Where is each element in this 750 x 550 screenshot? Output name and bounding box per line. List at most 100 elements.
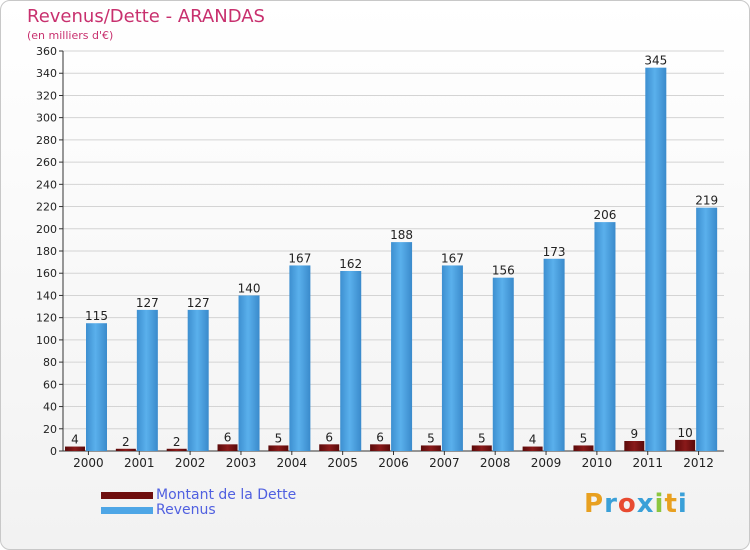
data-label-debt: 9 (630, 427, 638, 441)
bar-revenue (543, 258, 565, 451)
bar-revenue (187, 309, 209, 451)
y-tick-label: 160 (36, 267, 57, 280)
bar-debt (65, 446, 85, 451)
y-tick-label: 300 (36, 112, 57, 125)
data-label-revenue: 156 (492, 264, 515, 278)
y-tick-label: 60 (43, 378, 57, 391)
logo-letter: t (664, 489, 678, 519)
data-label-debt: 4 (71, 433, 79, 447)
bar-debt (675, 439, 696, 451)
data-label-revenue: 127 (187, 296, 210, 310)
data-label-debt: 5 (427, 431, 435, 445)
chart-title: Revenus/Dette - ARANDAS (27, 6, 265, 27)
legend-label-debt: Montant de la Dette (156, 487, 297, 503)
y-tick-label: 340 (36, 67, 57, 80)
data-label-debt: 5 (275, 431, 283, 445)
x-tick-label: 2007 (429, 456, 460, 470)
data-label-revenue: 345 (644, 54, 667, 68)
y-tick-label: 200 (36, 223, 57, 236)
data-label-debt: 6 (376, 430, 384, 444)
bar-debt (573, 445, 594, 451)
chart-legend: Montant de la Dette Revenus (101, 488, 296, 518)
logo-letter: P (584, 489, 605, 519)
data-label-revenue: 167 (288, 251, 311, 265)
logo-letter: i (654, 489, 665, 519)
data-label-debt: 10 (678, 426, 693, 440)
bar-debt (624, 441, 645, 451)
y-tick-label: 260 (36, 156, 57, 169)
y-tick-label: 80 (43, 356, 57, 369)
bar-revenue (696, 207, 718, 451)
bar-revenue (86, 323, 107, 451)
bar-revenue (340, 271, 362, 451)
x-tick-label: 2005 (327, 456, 358, 470)
y-tick-label: 240 (36, 178, 57, 191)
x-tick-label: 2004 (277, 456, 308, 470)
y-tick-label: 180 (36, 245, 57, 258)
bar-debt (319, 444, 340, 451)
y-tick-label: 100 (36, 334, 57, 347)
bar-revenue (441, 265, 463, 451)
legend-item-revenue: Revenus (101, 503, 296, 518)
bar-revenue (136, 309, 158, 451)
data-label-debt: 5 (580, 431, 588, 445)
x-tick-label: 2009 (531, 456, 562, 470)
legend-swatch-debt (101, 492, 153, 499)
bar-debt (115, 448, 136, 451)
bar-debt (370, 444, 391, 451)
x-tick-label: 2000 (73, 456, 104, 470)
bar-debt (420, 445, 441, 451)
proxiti-logo: Proxiti (584, 489, 688, 519)
data-label-debt: 6 (325, 430, 333, 444)
bar-revenue (289, 265, 311, 451)
y-tick-label: 360 (36, 45, 57, 58)
x-tick-label: 2001 (124, 456, 155, 470)
bar-revenue (492, 277, 514, 451)
bar-revenue (391, 242, 413, 451)
data-label-revenue: 188 (390, 228, 413, 242)
logo-letter: o (617, 489, 637, 519)
data-label-revenue: 219 (695, 194, 718, 208)
data-label-revenue: 206 (594, 208, 617, 222)
y-tick-label: 220 (36, 201, 57, 214)
legend-item-debt: Montant de la Dette (101, 488, 296, 503)
bar-revenue (238, 295, 260, 451)
x-tick-label: 2012 (683, 456, 714, 470)
data-label-revenue: 167 (441, 251, 464, 265)
y-tick-label: 20 (43, 423, 57, 436)
legend-label-revenue: Revenus (156, 502, 216, 518)
x-tick-label: 2002 (175, 456, 206, 470)
x-tick-label: 2006 (378, 456, 409, 470)
y-tick-label: 40 (43, 401, 57, 414)
bar-revenue (645, 67, 667, 452)
data-label-debt: 5 (478, 431, 486, 445)
logo-letter: x (636, 489, 655, 519)
y-tick-label: 0 (50, 445, 57, 458)
data-label-debt: 6 (224, 430, 232, 444)
data-label-revenue: 115 (85, 309, 108, 323)
bar-debt (471, 445, 492, 451)
logo-letter: i (677, 489, 688, 519)
data-label-revenue: 127 (136, 296, 159, 310)
y-tick-label: 120 (36, 312, 57, 325)
data-label-debt: 4 (529, 433, 537, 447)
chart-subtitle: (en milliers d'€) (27, 29, 114, 42)
bar-debt (268, 445, 289, 451)
x-tick-label: 2008 (480, 456, 511, 470)
data-label-revenue: 140 (238, 281, 261, 295)
bar-revenue (594, 222, 616, 451)
data-label-debt: 2 (173, 435, 181, 449)
data-label-revenue: 173 (543, 245, 566, 259)
y-tick-label: 140 (36, 289, 57, 302)
legend-swatch-revenue (101, 507, 153, 514)
y-tick-label: 320 (36, 89, 57, 102)
bar-debt (217, 444, 238, 451)
y-tick-label: 280 (36, 134, 57, 147)
data-label-revenue: 162 (339, 257, 362, 271)
x-tick-label: 2003 (226, 456, 257, 470)
data-label-debt: 2 (122, 435, 130, 449)
x-tick-label: 2011 (632, 456, 663, 470)
logo-letter: r (604, 489, 618, 519)
